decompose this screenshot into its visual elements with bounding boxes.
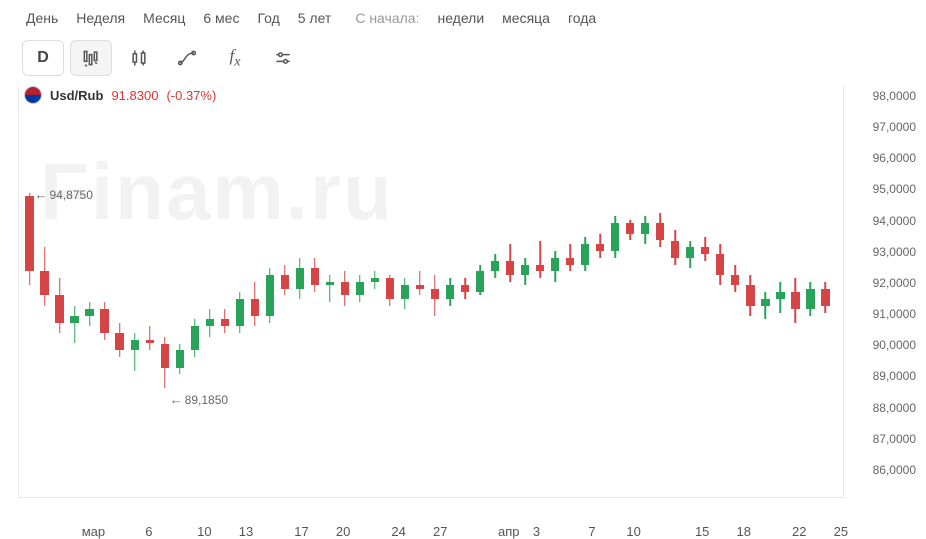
tf-day[interactable]: День: [26, 10, 58, 26]
x-tick: 24: [391, 524, 405, 539]
curve-icon: [177, 48, 197, 68]
y-tick: 90,0000: [873, 339, 916, 351]
chart-lines-icon: [81, 48, 101, 68]
chart-toolbar: D fx: [0, 36, 926, 86]
sliders-icon: [273, 48, 293, 68]
tf-since-month[interactable]: месяца: [502, 10, 550, 26]
y-tick: 87,0000: [873, 433, 916, 445]
flag-bottom: [25, 95, 41, 103]
y-tick: 92,0000: [873, 277, 916, 289]
candles-icon: [129, 48, 149, 68]
settings-button[interactable]: [262, 40, 304, 76]
indicators-button[interactable]: fx: [214, 40, 256, 76]
y-tick: 93,0000: [873, 246, 916, 258]
low-marker-label: 89,1850: [185, 393, 228, 407]
y-tick: 94,0000: [873, 215, 916, 227]
x-tick: 6: [145, 524, 152, 539]
y-tick: 89,0000: [873, 370, 916, 382]
tf-year[interactable]: Год: [257, 10, 279, 26]
interval-button[interactable]: D: [22, 40, 64, 76]
x-tick: 20: [336, 524, 350, 539]
y-tick: 95,0000: [873, 183, 916, 195]
low-marker: ← 89,1850: [170, 392, 228, 407]
x-tick: 25: [834, 524, 848, 539]
tf-since-year[interactable]: года: [568, 10, 596, 26]
x-tick: апр: [498, 524, 520, 539]
y-tick: 88,0000: [873, 402, 916, 414]
y-tick: 91,0000: [873, 308, 916, 320]
timeframe-row: День Неделя Месяц 6 мес Год 5 лет С нача…: [0, 0, 926, 36]
y-axis: 98,0000 97,0000 96,0000 95,0000 94,0000 93,00…: [873, 86, 916, 494]
legend-price: 91.8300: [111, 88, 158, 103]
drawing-button[interactable]: [166, 40, 208, 76]
tf-week[interactable]: Неделя: [76, 10, 125, 26]
y-tick: 97,0000: [873, 121, 916, 133]
flag-top: [25, 87, 41, 95]
x-tick: 13: [239, 524, 253, 539]
candlestick-plot[interactable]: [18, 86, 844, 498]
candles-button[interactable]: [118, 40, 160, 76]
high-marker: ← 94,8750: [35, 187, 93, 202]
chart-legend: Usd/Rub 91.8300 (-0.37%): [24, 86, 216, 104]
x-tick: 7: [588, 524, 595, 539]
arrow-left-icon: ←: [170, 392, 183, 407]
y-tick: 96,0000: [873, 152, 916, 164]
pair-flag-icon: [24, 86, 42, 104]
chart-type-button[interactable]: [70, 40, 112, 76]
arrow-left-icon: ←: [35, 187, 48, 202]
tf-since-week[interactable]: недели: [437, 10, 484, 26]
x-tick: 17: [294, 524, 308, 539]
x-tick: 22: [792, 524, 806, 539]
x-tick: 10: [626, 524, 640, 539]
legend-change: (-0.37%): [166, 88, 216, 103]
tf-6month[interactable]: 6 мес: [203, 10, 239, 26]
tf-since-label: С начала:: [355, 10, 419, 26]
x-tick: 15: [695, 524, 709, 539]
chart-area[interactable]: Usd/Rub 91.8300 (-0.37%) Finam.ru ← 94,8…: [0, 86, 926, 530]
fx-icon: fx: [229, 46, 240, 70]
y-tick: 98,0000: [873, 90, 916, 102]
x-tick: мар: [82, 524, 105, 539]
tf-month[interactable]: Месяц: [143, 10, 185, 26]
x-tick: 3: [533, 524, 540, 539]
tf-5year[interactable]: 5 лет: [298, 10, 332, 26]
y-tick: 86,0000: [873, 464, 916, 476]
x-tick: 27: [433, 524, 447, 539]
pair-name: Usd/Rub: [50, 88, 103, 103]
high-marker-label: 94,8750: [50, 188, 93, 202]
x-tick: 18: [737, 524, 751, 539]
x-tick: 10: [197, 524, 211, 539]
